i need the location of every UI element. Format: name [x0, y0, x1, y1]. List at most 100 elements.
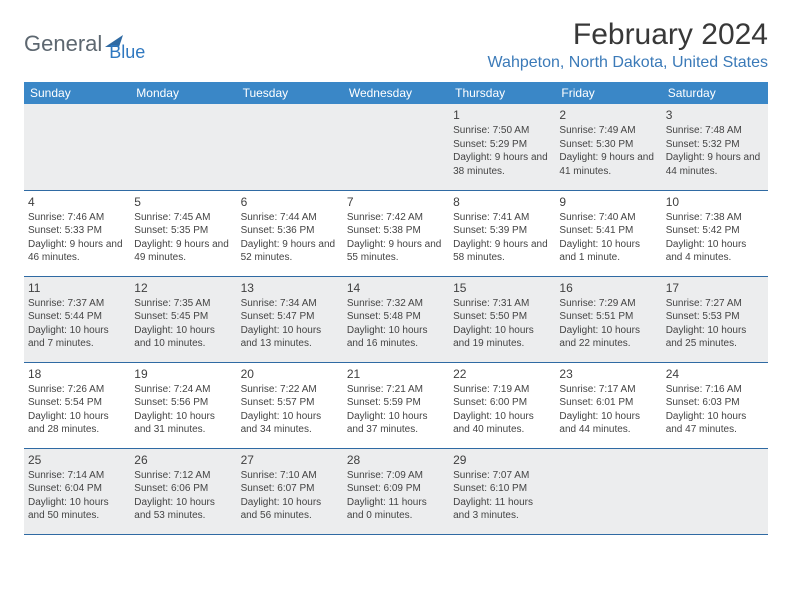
sunrise-text: Sunrise: 7:41 AM [453, 211, 551, 225]
day-cell [662, 448, 768, 534]
daylight-text: Daylight: 11 hours and 3 minutes. [453, 496, 551, 523]
day-number: 16 [559, 281, 657, 295]
day-cell: 28Sunrise: 7:09 AMSunset: 6:09 PMDayligh… [343, 448, 449, 534]
day-cell [343, 104, 449, 190]
daylight-text: Daylight: 10 hours and 44 minutes. [559, 410, 657, 437]
daylight-text: Daylight: 10 hours and 16 minutes. [347, 324, 445, 351]
sunrise-text: Sunrise: 7:48 AM [666, 124, 764, 138]
day-number: 23 [559, 367, 657, 381]
day-header-sunday: Sunday [24, 82, 130, 104]
day-number: 10 [666, 195, 764, 209]
day-info: Sunrise: 7:45 AMSunset: 5:35 PMDaylight:… [134, 211, 232, 265]
sunrise-text: Sunrise: 7:34 AM [241, 297, 339, 311]
sunrise-text: Sunrise: 7:50 AM [453, 124, 551, 138]
daylight-text: Daylight: 10 hours and 4 minutes. [666, 238, 764, 265]
day-info: Sunrise: 7:34 AMSunset: 5:47 PMDaylight:… [241, 297, 339, 351]
day-header-tuesday: Tuesday [237, 82, 343, 104]
sunset-text: Sunset: 5:41 PM [559, 224, 657, 238]
daylight-text: Daylight: 9 hours and 38 minutes. [453, 151, 551, 178]
sunset-text: Sunset: 5:44 PM [28, 310, 126, 324]
sunrise-text: Sunrise: 7:09 AM [347, 469, 445, 483]
daylight-text: Daylight: 9 hours and 52 minutes. [241, 238, 339, 265]
sunset-text: Sunset: 5:50 PM [453, 310, 551, 324]
sunrise-text: Sunrise: 7:42 AM [347, 211, 445, 225]
sunrise-text: Sunrise: 7:44 AM [241, 211, 339, 225]
day-number: 20 [241, 367, 339, 381]
daylight-text: Daylight: 9 hours and 46 minutes. [28, 238, 126, 265]
month-title: February 2024 [488, 18, 768, 52]
day-info: Sunrise: 7:26 AMSunset: 5:54 PMDaylight:… [28, 383, 126, 437]
sunset-text: Sunset: 5:56 PM [134, 396, 232, 410]
sunset-text: Sunset: 5:32 PM [666, 138, 764, 152]
day-info: Sunrise: 7:12 AMSunset: 6:06 PMDaylight:… [134, 469, 232, 523]
day-cell [130, 104, 236, 190]
daylight-text: Daylight: 11 hours and 0 minutes. [347, 496, 445, 523]
week-row: 4Sunrise: 7:46 AMSunset: 5:33 PMDaylight… [24, 190, 768, 276]
day-info: Sunrise: 7:27 AMSunset: 5:53 PMDaylight:… [666, 297, 764, 351]
day-cell: 19Sunrise: 7:24 AMSunset: 5:56 PMDayligh… [130, 362, 236, 448]
day-info: Sunrise: 7:40 AMSunset: 5:41 PMDaylight:… [559, 211, 657, 265]
day-cell: 12 Sunrise: 7:35 AMSunset: 5:45 PMDayligh… [130, 276, 236, 362]
sunset-text: Sunset: 6:06 PM [134, 482, 232, 496]
sunset-text: Sunset: 6:03 PM [666, 396, 764, 410]
daylight-text: Daylight: 10 hours and 25 minutes. [666, 324, 764, 351]
sunset-text: Sunset: 5:53 PM [666, 310, 764, 324]
sunset-text: Sunset: 5:51 PM [559, 310, 657, 324]
sunset-text: Sunset: 5:39 PM [453, 224, 551, 238]
sunset-text: Sunset: 5:48 PM [347, 310, 445, 324]
day-info: Sunrise: 7:32 AMSunset: 5:48 PMDaylight:… [347, 297, 445, 351]
daylight-text: Daylight: 9 hours and 41 minutes. [559, 151, 657, 178]
day-header-thursday: Thursday [449, 82, 555, 104]
day-number: 14 [347, 281, 445, 295]
day-cell: 25Sunrise: 7:14 AMSunset: 6:04 PMDayligh… [24, 448, 130, 534]
daylight-text: Daylight: 10 hours and 56 minutes. [241, 496, 339, 523]
day-cell: 23 Sunrise: 7:17 AMSunset: 6:01 PMDayligh… [555, 362, 661, 448]
day-number: 7 [347, 195, 445, 209]
sunrise-text: Sunrise: 7:49 AM [559, 124, 657, 138]
day-number: 13 [241, 281, 339, 295]
day-cell: 3Sunrise: 7:48 AMSunset: 5:32 PMDaylight… [662, 104, 768, 190]
day-header-monday: Monday [130, 82, 236, 104]
daylight-text: Daylight: 10 hours and 53 minutes. [134, 496, 232, 523]
day-number: 12 [134, 281, 232, 295]
day-info: Sunrise: 7:35 AMSunset: 5:45 PMDaylight:… [134, 297, 232, 351]
day-number: 24 [666, 367, 764, 381]
sunrise-text: Sunrise: 7:12 AM [134, 469, 232, 483]
day-cell: 16Sunrise: 7:29 AMSunset: 5:51 PMDayligh… [555, 276, 661, 362]
day-cell: 10 Sunrise: 7:38 AMSunset: 5:42 PMDayligh… [662, 190, 768, 276]
day-number: 6 [241, 195, 339, 209]
sunrise-text: Sunrise: 7:27 AM [666, 297, 764, 311]
day-number: 18 [28, 367, 126, 381]
day-cell [237, 104, 343, 190]
day-info: Sunrise: 7:42 AMSunset: 5:38 PMDaylight:… [347, 211, 445, 265]
day-info: Sunrise: 7:41 AMSunset: 5:39 PMDaylight:… [453, 211, 551, 265]
sunset-text: Sunset: 5:36 PM [241, 224, 339, 238]
day-info: Sunrise: 7:21 AMSunset: 5:59 PMDaylight:… [347, 383, 445, 437]
daylight-text: Daylight: 9 hours and 44 minutes. [666, 151, 764, 178]
sunset-text: Sunset: 5:47 PM [241, 310, 339, 324]
day-info: Sunrise: 7:38 AMSunset: 5:42 PMDaylight:… [666, 211, 764, 265]
day-cell: 5Sunrise: 7:45 AMSunset: 5:35 PMDaylight… [130, 190, 236, 276]
day-info: Sunrise: 7:31 AMSunset: 5:50 PMDaylight:… [453, 297, 551, 351]
day-cell [24, 104, 130, 190]
day-cell: 27Sunrise: 7:10 AMSunset: 6:07 PMDayligh… [237, 448, 343, 534]
day-info: Sunrise: 7:44 AMSunset: 5:36 PMDaylight:… [241, 211, 339, 265]
day-cell: 14 Sunrise: 7:32 AMSunset: 5:48 PMDayligh… [343, 276, 449, 362]
week-row: 11Sunrise: 7:37 AMSunset: 5:44 PMDayligh… [24, 276, 768, 362]
daylight-text: Daylight: 10 hours and 13 minutes. [241, 324, 339, 351]
day-header-row: Sunday Monday Tuesday Wednesday Thursday… [24, 82, 768, 104]
sunset-text: Sunset: 6:07 PM [241, 482, 339, 496]
day-info: Sunrise: 7:50 AMSunset: 5:29 PMDaylight:… [453, 124, 551, 178]
day-cell: 20Sunrise: 7:22 AMSunset: 5:57 PMDayligh… [237, 362, 343, 448]
day-header-saturday: Saturday [662, 82, 768, 104]
day-info: Sunrise: 7:10 AMSunset: 6:07 PMDaylight:… [241, 469, 339, 523]
day-cell: 17Sunrise: 7:27 AMSunset: 5:53 PMDayligh… [662, 276, 768, 362]
week-row: 1Sunrise: 7:50 AMSunset: 5:29 PMDaylight… [24, 104, 768, 190]
sunrise-text: Sunrise: 7:07 AM [453, 469, 551, 483]
sunrise-text: Sunrise: 7:31 AM [453, 297, 551, 311]
day-number: 11 [28, 281, 126, 295]
day-cell: 24Sunrise: 7:16 AMSunset: 6:03 PMDayligh… [662, 362, 768, 448]
day-info: Sunrise: 7:17 AMSunset: 6:01 PMDaylight:… [559, 383, 657, 437]
day-cell: 18 Sunrise: 7:26 AMSunset: 5:54 PMDayligh… [24, 362, 130, 448]
day-header-friday: Friday [555, 82, 661, 104]
